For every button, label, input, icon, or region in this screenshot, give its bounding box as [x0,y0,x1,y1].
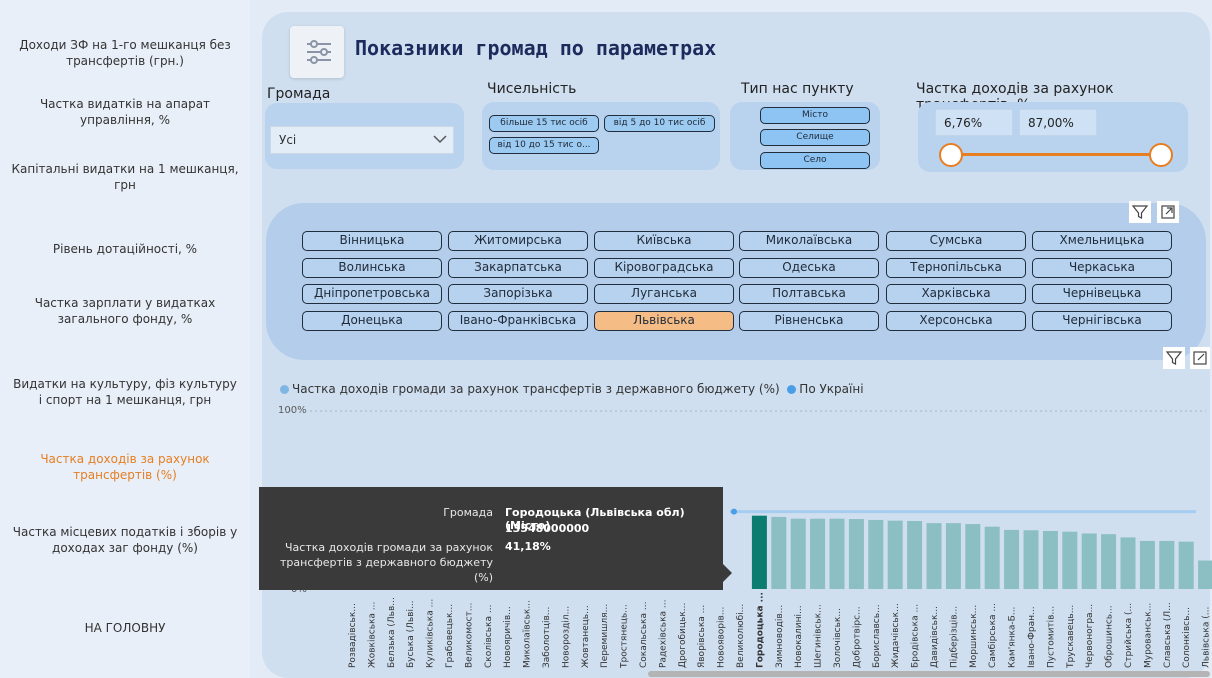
region-button[interactable]: Миколаївська [739,231,879,251]
transfers-range-min-handle[interactable] [939,143,963,167]
y-tick-100: 100% [278,405,307,416]
population-filter-box [482,102,720,170]
region-button[interactable]: Рівненська [739,311,879,331]
nav-item-salary-share[interactable]: Частка зарплати у видатках загального фо… [34,296,216,326]
tooltip-value-code: 13548000000 [505,522,590,535]
region-button[interactable]: Волинська [302,258,442,278]
region-button[interactable]: Черкаська [1032,258,1172,278]
region-button[interactable]: Донецька [302,311,442,331]
region-button[interactable]: Полтавська [739,284,879,304]
tooltip-value-share: 41,18% [505,540,551,553]
chart-horizontal-scrollbar[interactable] [648,671,1210,677]
nav-item-transfer-share[interactable]: Частка доходів за рахунок трансфертів (%… [40,452,210,482]
population-option-5-10k[interactable]: від 5 до 10 тис осіб [604,115,715,132]
region-slicer-panel [266,203,1206,360]
region-button[interactable]: Харківська [886,284,1026,304]
legend-marker-series [280,385,289,394]
region-button[interactable]: Закарпатська [448,258,588,278]
chart-focus-mode-icon[interactable] [1190,347,1210,369]
region-button[interactable]: Херсонська [886,311,1026,331]
region-button[interactable]: Одеська [739,258,879,278]
settlement-option-town[interactable]: Селище [760,129,870,146]
settlement-filter-label: Тип нас пункту [741,81,854,97]
region-button[interactable]: Дніпропетровська [302,284,442,304]
nav-item-home[interactable]: НА ГОЛОВНУ [84,621,166,635]
region-button[interactable]: Кіровоградська [594,258,734,278]
chart-legend: Частка доходів громади за рахунок трансф… [280,382,864,396]
hromada-filter-label: Громада [267,86,331,102]
region-button[interactable]: Сумська [886,231,1026,251]
population-filter-label: Чисельність [487,81,577,97]
nav-item-subsidy-level[interactable]: Рівень дотаційності, % [52,242,198,256]
region-button[interactable]: Львівська [594,311,734,331]
transfers-range-track[interactable] [950,153,1162,156]
transfers-range-max-handle[interactable] [1149,143,1173,167]
region-button[interactable]: Київська [594,231,734,251]
nav-item-admin-expense-share[interactable]: Частка видатків на апарат управління, % [39,97,211,127]
tooltip-key-hromada: Громада [443,506,493,519]
chart-tooltip: Громада Городоцька (Львівська обл) (Міст… [259,487,723,590]
region-button[interactable]: Хмельницька [1032,231,1172,251]
nav-item-local-taxes-share[interactable]: Частка місцевих податків і зборів у дохо… [12,525,238,555]
region-button[interactable]: Вінницька [302,231,442,251]
region-button[interactable]: Чернігівська [1032,311,1172,331]
region-button[interactable]: Луганська [594,284,734,304]
region-button[interactable]: Запорізька [448,284,588,304]
legend-series-label: Частка доходів громади за рахунок трансф… [292,382,780,396]
legend-marker-average [787,385,797,394]
chart-filter-icon[interactable] [1163,347,1185,369]
focus-mode-icon[interactable] [1157,201,1179,223]
chevron-down-icon [433,133,447,147]
region-button[interactable]: Івано-Франківська [448,311,588,331]
tooltip-arrow [723,564,732,582]
legend-average-label: По Україні [799,382,864,396]
transfers-min-input[interactable]: 6,76% [935,109,1013,136]
region-button[interactable]: Чернівецька [1032,284,1172,304]
region-button[interactable]: Житомирська [448,231,588,251]
sliders-icon [290,26,344,78]
tooltip-key-share: Частка доходів громади за рахунок трансф… [280,541,493,584]
hromada-select[interactable]: Усі [270,126,454,154]
nav-item-culture-sport[interactable]: Видатки на культуру, фіз культуру і спор… [13,377,237,407]
population-option-10-15k[interactable]: від 10 до 15 тис о... [489,137,599,154]
transfers-max-input[interactable]: 87,00% [1019,109,1097,136]
left-navigation: Доходи ЗФ на 1-го мешканця без трансферт… [0,0,250,678]
settlement-option-village[interactable]: Село [760,152,870,169]
nav-item-revenue-per-capita[interactable]: Доходи ЗФ на 1-го мешканця без трансферт… [19,38,231,68]
nav-item-capital-expense[interactable]: Капітальні видатки на 1 мешканця, грн [11,162,239,192]
tooltip-value-hromada: Городоцька (Львівська обл) (Місто) [505,506,685,532]
page-title: Показники громад по параметрах [355,36,717,60]
population-option-over-15k[interactable]: більше 15 тис осіб [489,115,599,132]
region-button[interactable]: Тернопільська [886,258,1026,278]
settlement-option-city[interactable]: Місто [760,107,870,124]
filter-icon[interactable] [1129,201,1151,223]
